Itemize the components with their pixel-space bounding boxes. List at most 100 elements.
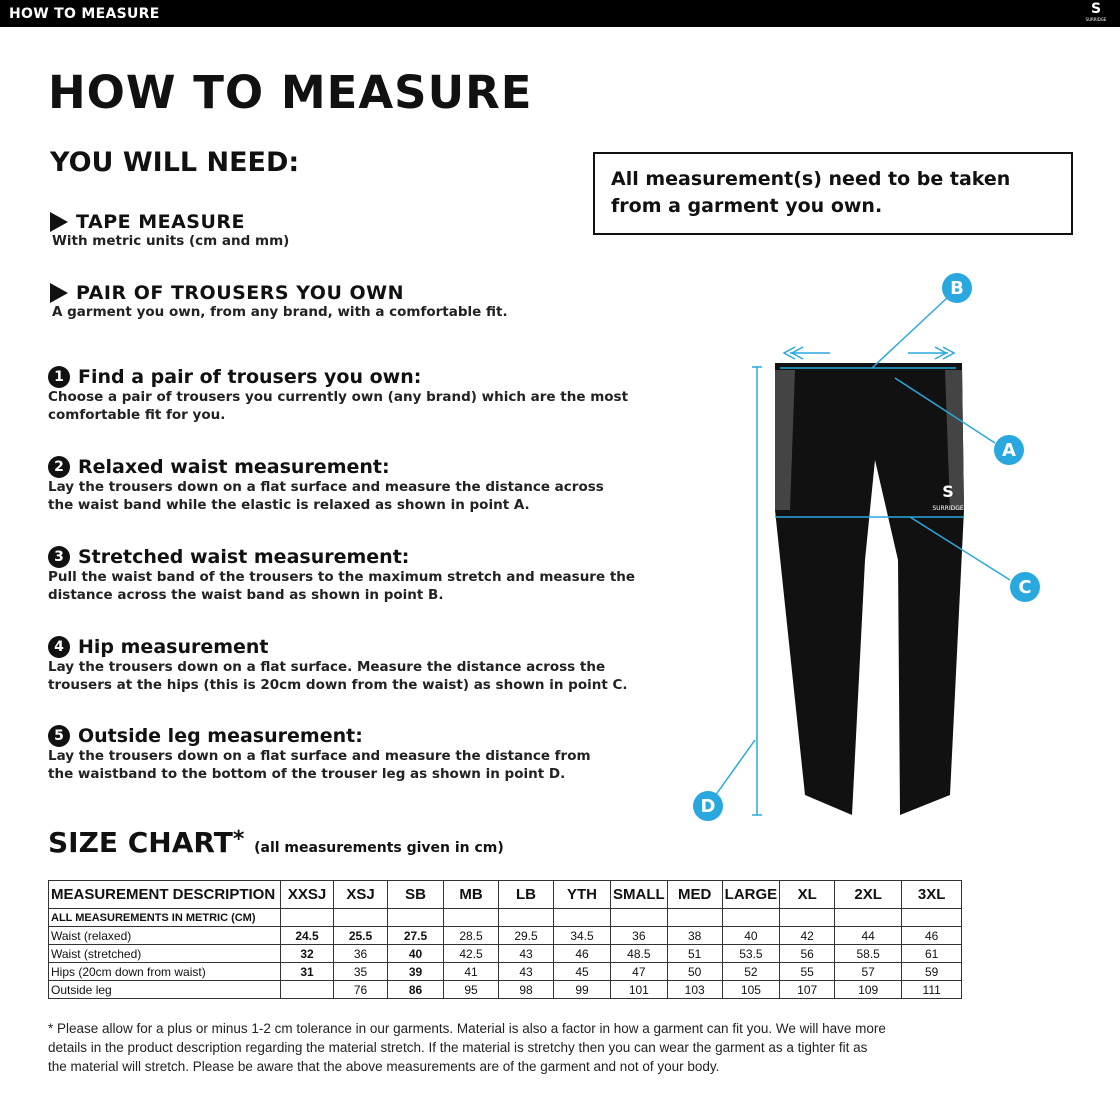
table-cell: 51: [666, 944, 723, 963]
table-cell: 36: [610, 926, 668, 945]
step-number: 3: [48, 546, 70, 568]
table-cell: 35: [333, 962, 388, 981]
triangle-icon: [50, 283, 68, 303]
you-will-need-heading: YOU WILL NEED:: [50, 147, 300, 178]
table-cell: [280, 908, 334, 927]
need-sub: A garment you own, from any brand, with …: [52, 304, 508, 320]
table-cell: 95: [443, 980, 499, 999]
table-cell: 29.5: [498, 926, 554, 945]
need-title: TAPE MEASURE: [76, 211, 246, 233]
surridge-logo: S SURRIDGE: [1085, 1, 1107, 23]
header-title: HOW TO MEASURE: [9, 6, 160, 22]
table-cell: 27.5: [387, 926, 444, 945]
table-cell: [498, 908, 554, 927]
table-cell: 52: [721, 962, 781, 981]
step-2: 2 Relaxed waist measurement: Lay the trou…: [48, 456, 608, 514]
table-cell: 42.5: [443, 944, 499, 963]
step-desc: Pull the waist band of the trousers to t…: [48, 569, 636, 603]
table-cell: 57: [834, 962, 903, 981]
column-header: MB: [443, 880, 499, 909]
note-box: All measurement(s) need to be taken from…: [593, 152, 1073, 235]
table-cell: 56: [779, 944, 836, 963]
table-row: Hips (20cm down from waist) 31 35 39 41 43 45 4…: [48, 962, 963, 981]
column-header: YTH: [553, 880, 611, 909]
table-cell: 55: [779, 962, 836, 981]
table-cell: 41: [443, 962, 499, 981]
size-chart-heading: SIZE CHART* (all measurements given in c…: [48, 826, 504, 859]
table-cell: [779, 908, 836, 927]
step-desc: Choose a pair of trousers you currently …: [48, 389, 629, 423]
table-cell: [834, 908, 903, 927]
label-d: D: [701, 796, 716, 817]
table-cell: 103: [666, 980, 723, 999]
step-title: Relaxed waist measurement:: [78, 456, 390, 478]
table-cell: 50: [666, 962, 723, 981]
need-sub: With metric units (cm and mm): [52, 233, 290, 249]
step-4: 4 Hip measurement Lay the trousers down o…: [48, 636, 638, 694]
table-row: ALL MEASUREMENTS IN METRIC (CM): [48, 908, 963, 927]
table-row: Waist (relaxed) 24.5 25.5 27.5 28.5 29.5 34.5 3…: [48, 926, 963, 945]
column-header: LB: [498, 880, 554, 909]
table-cell: 61: [901, 944, 963, 963]
table-cell: 39: [387, 962, 444, 981]
size-chart-table: MEASUREMENT DESCRIPTION XXSJ XSJ SB MB LB YTH S…: [48, 880, 963, 999]
step-title: Outside leg measurement:: [78, 725, 363, 747]
table-cell: 43: [498, 962, 554, 981]
table-row: Waist (stretched) 32 36 40 42.5 43 46 48.5 51 53.…: [48, 944, 963, 963]
column-header: XSJ: [333, 880, 388, 909]
table-cell: 36: [333, 944, 388, 963]
column-header: XL: [779, 880, 836, 909]
table-cell: 40: [721, 926, 781, 945]
table-cell: 43: [498, 944, 554, 963]
table-cell: [901, 908, 963, 927]
table-cell: 38: [666, 926, 723, 945]
step-desc: Lay the trousers down on a flat surface.…: [48, 659, 628, 693]
step-5: 5 Outside leg measurement: Lay the trouse…: [48, 725, 608, 783]
step-number: 5: [48, 725, 70, 747]
table-header-row: MEASUREMENT DESCRIPTION XXSJ XSJ SB MB LB YTH S…: [48, 880, 963, 909]
table-cell: 42: [779, 926, 836, 945]
column-header: MED: [666, 880, 723, 909]
page-title: HOW TO MEASURE: [48, 66, 533, 119]
step-number: 2: [48, 456, 70, 478]
step-desc: Lay the trousers down on a flat surface …: [48, 748, 591, 782]
step-title: Stretched waist measurement:: [78, 546, 410, 568]
table-cell: 59: [901, 962, 963, 981]
table-cell: 101: [610, 980, 668, 999]
column-header: MEASUREMENT DESCRIPTION: [48, 880, 281, 909]
table-cell: 86: [387, 980, 444, 999]
row-label: ALL MEASUREMENTS IN METRIC (CM): [48, 908, 281, 927]
table-cell: 107: [779, 980, 836, 999]
table-row: Outside leg 76 86 95 98 99 101 103 105 107 109 111: [48, 980, 963, 999]
table-cell: 44: [834, 926, 903, 945]
trousers-diagram: S SURRIDGE B A C D: [693, 273, 1040, 821]
table-cell: 32: [280, 944, 334, 963]
table-cell: 111: [901, 980, 963, 999]
need-tape: TAPE MEASURE With metric units (cm and m…: [50, 211, 289, 249]
table-cell: 109: [834, 980, 903, 999]
step-number: 1: [48, 366, 70, 388]
column-header: SMALL: [610, 880, 668, 909]
svg-text:S: S: [942, 482, 954, 501]
table-cell: 105: [721, 980, 781, 999]
table-cell: [666, 908, 723, 927]
step-3: 3 Stretched waist measurement: Pull the w…: [48, 546, 648, 604]
table-cell: 25.5: [333, 926, 388, 945]
table-cell: [610, 908, 668, 927]
column-header: SB: [387, 880, 444, 909]
triangle-icon: [50, 212, 68, 232]
top-bar: HOW TO MEASURE S SURRIDGE: [0, 0, 1120, 27]
need-trousers: PAIR OF TROUSERS YOU OWN A garment you o…: [50, 282, 508, 320]
svg-text:SURRIDGE: SURRIDGE: [932, 505, 964, 512]
table-cell: 98: [498, 980, 554, 999]
label-b: B: [950, 278, 964, 299]
table-cell: [333, 908, 388, 927]
row-label: Outside leg: [48, 980, 281, 999]
step-1: 1 Find a pair of trousers you own: Choose…: [48, 366, 648, 424]
table-cell: 40: [387, 944, 444, 963]
table-cell: 58.5: [834, 944, 903, 963]
need-title: PAIR OF TROUSERS YOU OWN: [76, 282, 404, 304]
table-cell: 28.5: [443, 926, 499, 945]
step-title: Find a pair of trousers you own:: [78, 366, 422, 388]
step-number: 4: [48, 636, 70, 658]
